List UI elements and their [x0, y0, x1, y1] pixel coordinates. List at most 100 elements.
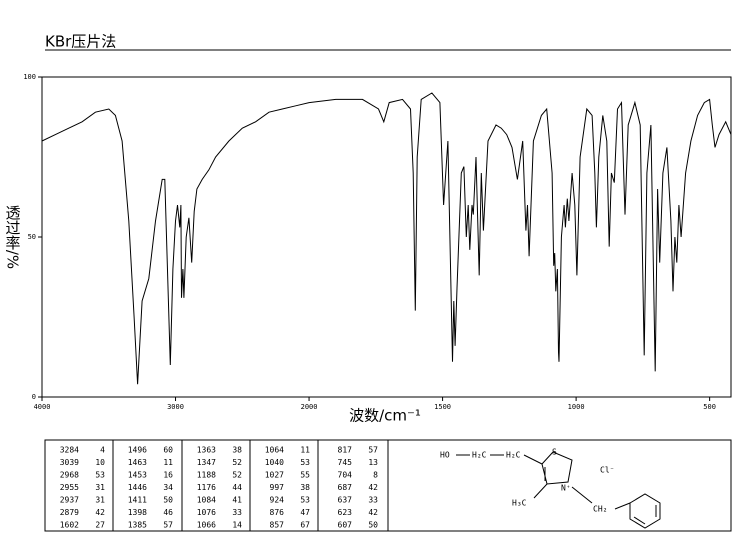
peak-cell: 1363 [197, 446, 216, 455]
peak-cell: 57 [163, 521, 173, 530]
y-tick-label: 0 [32, 393, 36, 401]
atom-label: Cl⁻ [600, 466, 614, 475]
x-tick-label: 2000 [301, 403, 318, 411]
peak-cell: 8 [373, 471, 378, 480]
peak-cell: 50 [163, 496, 173, 505]
peak-cell: 46 [163, 508, 173, 517]
peak-cell: 745 [338, 458, 353, 467]
peak-cell: 607 [338, 521, 353, 530]
benzene [629, 493, 661, 529]
peak-cell: 2955 [60, 483, 79, 492]
x-tick-label: 500 [703, 403, 716, 411]
peak-cell: 31 [95, 496, 105, 505]
bond [533, 483, 548, 499]
peak-cell: 31 [95, 483, 105, 492]
peak-cell: 27 [95, 521, 105, 530]
peak-cell: 1084 [197, 496, 216, 505]
peak-cell: 637 [338, 496, 353, 505]
peak-cell: 623 [338, 508, 353, 517]
x-tick-label: 4000 [34, 403, 51, 411]
peak-cell: 1064 [265, 446, 284, 455]
peak-cell: 57 [368, 446, 378, 455]
peak-cell: 53 [300, 458, 310, 467]
atom-label: H₂C [506, 451, 521, 460]
peak-cell: 13 [368, 458, 378, 467]
bond [523, 454, 543, 465]
peak-cell: 41 [232, 496, 242, 505]
peak-cell: 52 [232, 471, 242, 480]
peak-cell: 1453 [128, 471, 147, 480]
peak-cell: 1385 [128, 521, 147, 530]
peak-cell: 42 [95, 508, 105, 517]
peak-cell: 44 [232, 483, 242, 492]
x-tick-label: 1500 [434, 403, 451, 411]
peak-cell: 53 [95, 471, 105, 480]
bond [633, 516, 646, 525]
peak-cell: 1602 [60, 521, 79, 530]
peak-cell: 2968 [60, 471, 79, 480]
chart-title: KBr压片法 [45, 33, 116, 51]
spectrum [41, 92, 732, 385]
atom-label: S [552, 448, 557, 457]
bond [571, 486, 593, 504]
peak-cell: 50 [368, 521, 378, 530]
peak-cell: 3284 [60, 446, 79, 455]
peak-cell: 2879 [60, 508, 79, 517]
plot-frame [41, 76, 732, 398]
peak-cell: 817 [338, 446, 353, 455]
peak-cell: 60 [163, 446, 173, 455]
peak-cell: 876 [270, 508, 285, 517]
peak-cell: 857 [270, 521, 285, 530]
peak-cell: 1398 [128, 508, 147, 517]
peak-cell: 38 [300, 483, 310, 492]
structure [456, 451, 661, 529]
peak-cell: 11 [300, 446, 310, 455]
peak-cell: 42 [368, 483, 378, 492]
peak-cell: 1446 [128, 483, 147, 492]
peak-cell: 997 [270, 483, 285, 492]
y-axis-label: 透过率/% [4, 205, 22, 269]
peak-cell: 3039 [60, 458, 79, 467]
peak-cell: 1027 [265, 471, 284, 480]
peak-cell: 11 [163, 458, 173, 467]
peak-cell: 34 [163, 483, 173, 492]
peak-cell: 47 [300, 508, 310, 517]
y-tick-label: 50 [28, 233, 36, 241]
peak-cell: 1176 [197, 483, 216, 492]
peak-cell: 1496 [128, 446, 147, 455]
peak-cell: 1040 [265, 458, 284, 467]
atom-label: H₂C [472, 451, 487, 460]
peak-cell: 14 [232, 521, 242, 530]
peak-cell: 33 [232, 508, 242, 517]
atom-label: CH₂ [593, 505, 607, 514]
peak-cell: 55 [300, 471, 310, 480]
peak-cell: 33 [368, 496, 378, 505]
peak-cell: 1076 [197, 508, 216, 517]
ring [541, 451, 573, 485]
bond [614, 502, 631, 510]
peak-cell: 1463 [128, 458, 147, 467]
peak-cell: 38 [232, 446, 242, 455]
peak-cell: 687 [338, 483, 353, 492]
peak-cell: 67 [300, 521, 310, 530]
atom-label: HO [440, 451, 450, 460]
peak-cell: 1066 [197, 521, 216, 530]
peak-cell: 704 [338, 471, 353, 480]
peak-cell: 1347 [197, 458, 216, 467]
peak-cell: 1188 [197, 471, 216, 480]
y-tick-label: 100 [23, 73, 36, 81]
atom-label: H₃C [512, 499, 527, 508]
peak-cell: 16 [163, 471, 173, 480]
peak-cell: 10 [95, 458, 105, 467]
peak-cell: 52 [232, 458, 242, 467]
peak-cell: 53 [300, 496, 310, 505]
peak-cell: 1411 [128, 496, 147, 505]
peak-cell: 4 [100, 446, 105, 455]
x-tick-label: 1000 [568, 403, 585, 411]
atom-label: N⁺ [561, 484, 571, 493]
x-axis-label: 波数/cm⁻¹ [349, 407, 421, 425]
peak-cell: 42 [368, 508, 378, 517]
peak-cell: 2937 [60, 496, 79, 505]
peak-cell: 924 [270, 496, 285, 505]
